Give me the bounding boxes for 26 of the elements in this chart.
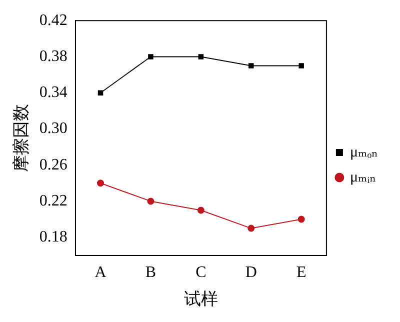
y-axis-title: 摩擦因数 [12,104,31,172]
y-tick-label: 0.30 [39,120,68,138]
point [198,54,204,60]
point [248,63,254,68]
point [148,54,154,60]
point [298,216,305,223]
y-tick-label: 0.34 [39,84,68,102]
x-tick-label: D [245,264,257,282]
x-tick-label: C [196,264,206,282]
legend-label: μₘₒₙ [350,144,378,160]
x-tick-label: E [296,264,306,282]
y-tick-label: 0.22 [39,192,68,210]
point [97,180,104,187]
point [298,63,304,68]
y-tick-label: 0.38 [39,48,68,65]
point [98,90,104,96]
x-axis-title: 试样 [184,289,218,308]
y-tick-label: 0.42 [39,12,68,29]
y-tick-label: 0.26 [39,156,68,174]
legend-label: μₘᵢₙ [350,169,376,186]
x-tick-label: A [94,264,107,282]
y-tick-label: 0.18 [39,228,68,246]
point [147,198,154,205]
point [248,224,255,232]
x-tick-label: B [145,264,156,282]
point [197,206,204,214]
